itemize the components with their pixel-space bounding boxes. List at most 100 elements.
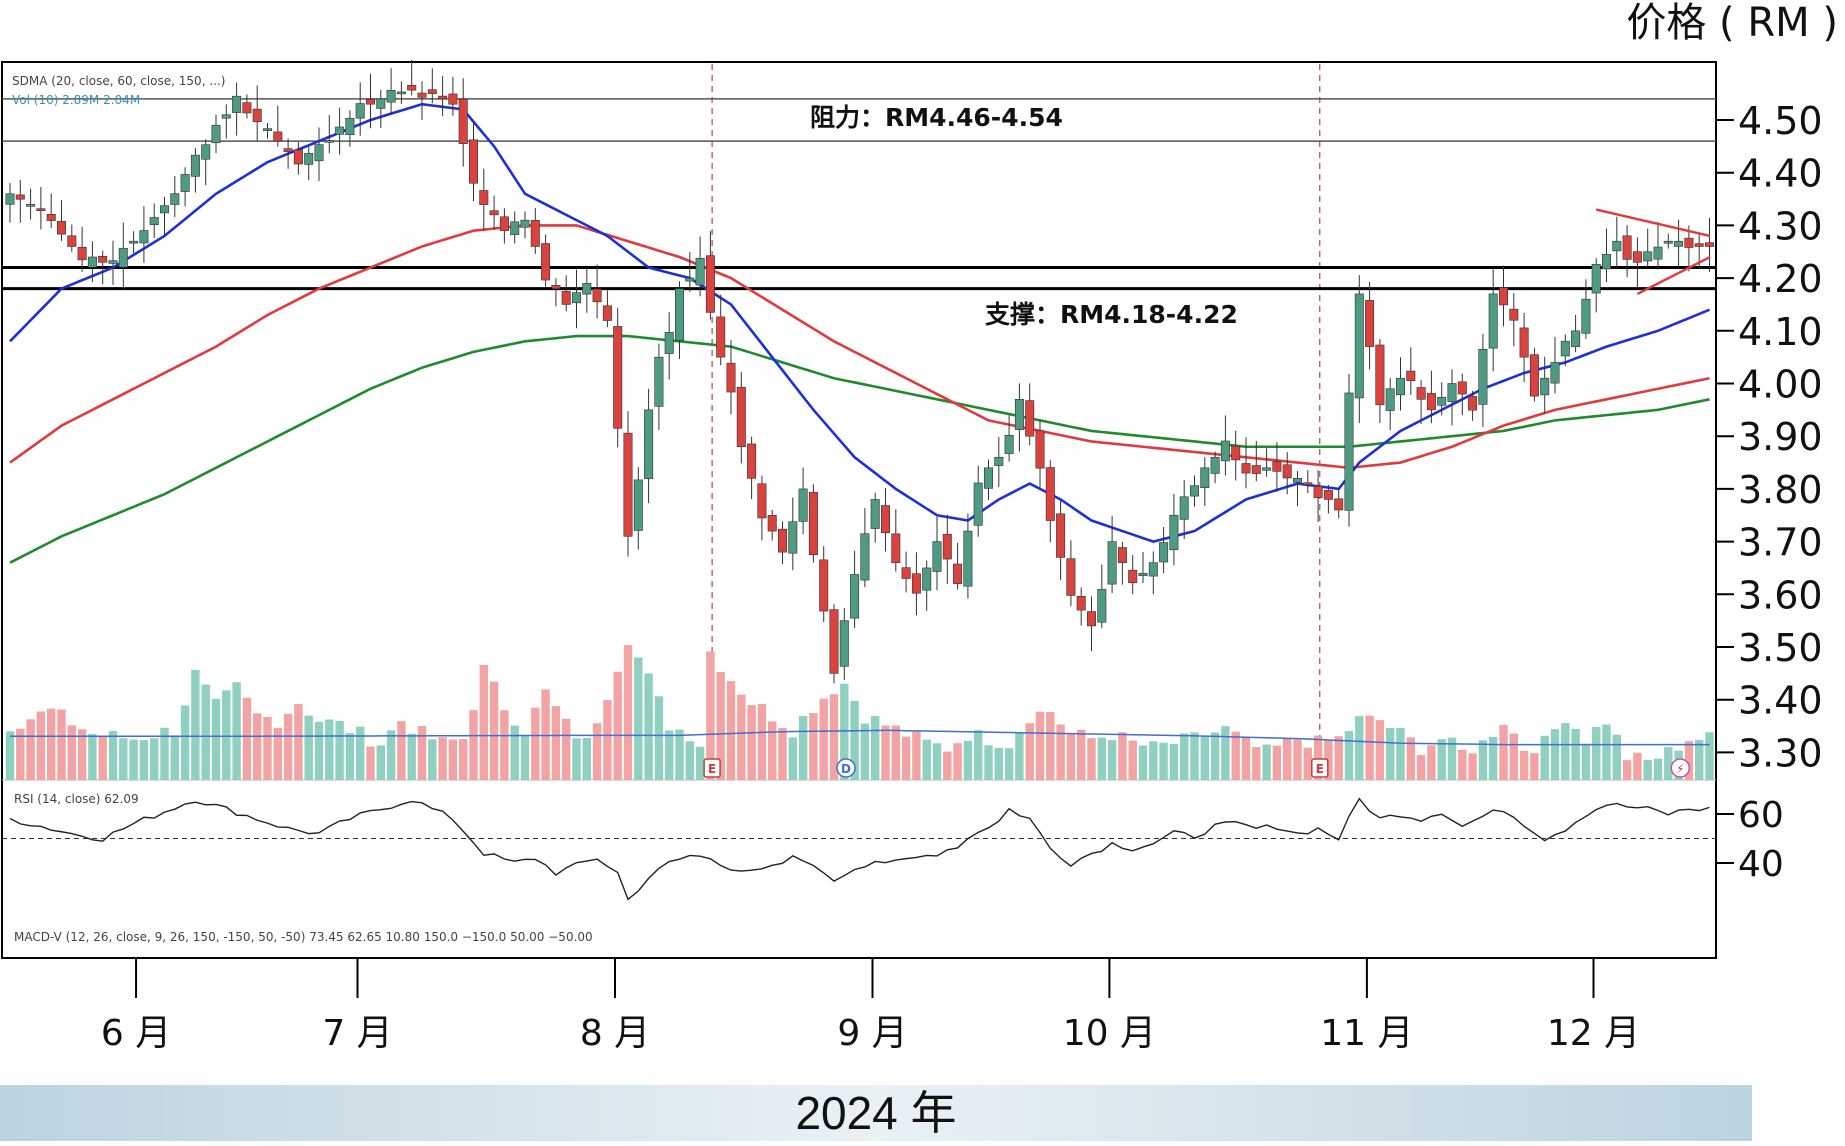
volume-bar bbox=[1138, 745, 1148, 780]
candle bbox=[1004, 415, 1014, 462]
candle bbox=[1293, 470, 1303, 507]
volume-bar bbox=[1283, 737, 1292, 780]
volume-bar bbox=[613, 671, 622, 780]
candle bbox=[67, 224, 77, 252]
volume-bar bbox=[1684, 741, 1694, 780]
candle bbox=[26, 188, 36, 220]
candle bbox=[1323, 484, 1333, 514]
volume-bar bbox=[747, 705, 756, 780]
candle-body bbox=[170, 193, 180, 205]
candle-body bbox=[417, 92, 427, 98]
candle bbox=[541, 234, 551, 287]
volume-bar bbox=[860, 723, 870, 780]
volume-bar bbox=[180, 705, 190, 780]
x-tick-label: 6 月 bbox=[101, 1013, 171, 1054]
x-tick-label: 10 月 bbox=[1063, 1013, 1156, 1054]
candle-body bbox=[1097, 589, 1107, 623]
volume-bar bbox=[36, 711, 46, 780]
candle-body bbox=[479, 190, 489, 205]
volume-bar bbox=[119, 738, 128, 780]
volume-bar bbox=[428, 739, 437, 780]
candle bbox=[1262, 448, 1272, 477]
volume-bar bbox=[634, 657, 643, 780]
volume-bar bbox=[582, 737, 591, 780]
volume-bar bbox=[1169, 743, 1179, 780]
candle-body bbox=[695, 258, 705, 286]
candle bbox=[407, 59, 417, 96]
volume-bar bbox=[901, 736, 911, 780]
candle bbox=[242, 94, 252, 119]
volume-bar bbox=[1705, 732, 1714, 780]
candle-body bbox=[1293, 478, 1303, 483]
candle-body bbox=[880, 505, 890, 534]
candle bbox=[262, 123, 272, 139]
candle-body bbox=[407, 84, 417, 91]
candle bbox=[1375, 339, 1385, 423]
candle-body bbox=[46, 214, 56, 221]
candle bbox=[1190, 475, 1200, 507]
candle bbox=[160, 196, 170, 235]
y-tick-label: 3.90 bbox=[1738, 415, 1823, 459]
candle-body bbox=[819, 559, 829, 612]
y-tick-label: 4.00 bbox=[1738, 363, 1823, 407]
volume-bar bbox=[1489, 737, 1498, 780]
volume-bar bbox=[1087, 738, 1096, 780]
candle-body bbox=[1220, 440, 1230, 462]
y-tick-label: 3.30 bbox=[1738, 731, 1823, 775]
candle bbox=[56, 200, 66, 241]
candle-body bbox=[345, 117, 355, 136]
volume-bar bbox=[1118, 732, 1127, 780]
candle-body bbox=[1499, 287, 1509, 306]
volume-bar bbox=[1550, 729, 1560, 780]
candle-body bbox=[1303, 482, 1313, 486]
candle-body bbox=[1241, 463, 1251, 474]
candle bbox=[623, 411, 633, 557]
volume-bar bbox=[222, 690, 231, 780]
candle bbox=[1385, 378, 1395, 431]
candle-body bbox=[798, 488, 808, 522]
volume-bar bbox=[253, 713, 262, 780]
candle-body bbox=[98, 255, 108, 263]
volume-bar bbox=[211, 698, 221, 780]
volume-bar bbox=[541, 689, 550, 780]
candle-body bbox=[1705, 242, 1715, 247]
volume-bar bbox=[500, 710, 509, 780]
resistance-annotation: 阻力：RM4.46-4.54 bbox=[810, 103, 1063, 132]
volume-bar bbox=[922, 739, 931, 780]
candle bbox=[1231, 430, 1241, 481]
volume-bar bbox=[572, 738, 581, 780]
y-tick-label: 4.30 bbox=[1738, 204, 1823, 248]
candle-body bbox=[808, 491, 818, 556]
candle-body bbox=[1354, 293, 1364, 399]
candle-body bbox=[1571, 330, 1581, 347]
candle bbox=[994, 437, 1004, 488]
volume-bar bbox=[891, 725, 900, 780]
volume-bar bbox=[1272, 745, 1282, 780]
candle-body bbox=[15, 194, 25, 200]
candle bbox=[571, 269, 581, 329]
candle bbox=[293, 142, 303, 175]
candle-body bbox=[592, 288, 602, 303]
candle bbox=[1107, 515, 1117, 594]
candle-body bbox=[1540, 377, 1550, 396]
candle bbox=[530, 207, 540, 254]
candle bbox=[149, 203, 159, 239]
volume-bar bbox=[170, 735, 179, 780]
candle bbox=[819, 546, 829, 623]
y-tick-label: 3.60 bbox=[1738, 573, 1823, 617]
trendline-upper bbox=[1595, 208, 1711, 238]
volume-bar bbox=[562, 718, 571, 780]
candle-body bbox=[1581, 298, 1591, 334]
candle bbox=[1066, 540, 1076, 607]
candle bbox=[1396, 357, 1406, 411]
candle-body bbox=[1200, 467, 1210, 488]
volume-bar bbox=[726, 681, 736, 780]
candle-body bbox=[788, 521, 798, 554]
candle bbox=[458, 78, 468, 167]
candle bbox=[891, 509, 901, 572]
volume-bar bbox=[1396, 727, 1405, 780]
candle bbox=[139, 206, 149, 263]
candle bbox=[1210, 451, 1220, 484]
volume-bar bbox=[356, 726, 365, 780]
volume-bar bbox=[1664, 747, 1673, 780]
